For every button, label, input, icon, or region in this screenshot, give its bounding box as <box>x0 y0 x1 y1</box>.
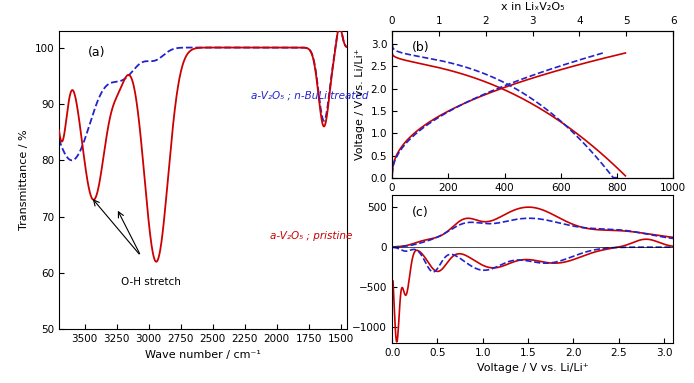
X-axis label: Wave number / cm⁻¹: Wave number / cm⁻¹ <box>145 350 261 360</box>
Y-axis label: Transmittance / %: Transmittance / % <box>19 130 29 230</box>
Text: a-V₂O₅ ; pristine: a-V₂O₅ ; pristine <box>270 231 353 241</box>
Text: O-H stretch: O-H stretch <box>121 277 181 287</box>
Text: (c): (c) <box>412 206 428 219</box>
X-axis label: Specific capacity / mAh g⁻¹: Specific capacity / mAh g⁻¹ <box>457 198 609 208</box>
Text: a-V₂O₅ ; n-BuLi treated: a-V₂O₅ ; n-BuLi treated <box>251 90 369 100</box>
Y-axis label: Voltage / V vs. Li/Li⁺: Voltage / V vs. Li/Li⁺ <box>355 49 365 160</box>
Text: (b): (b) <box>412 41 430 54</box>
Text: (a): (a) <box>87 46 105 59</box>
X-axis label: x in LiₓV₂O₅: x in LiₓV₂O₅ <box>501 2 564 12</box>
X-axis label: Voltage / V vs. Li/Li⁺: Voltage / V vs. Li/Li⁺ <box>477 363 589 373</box>
